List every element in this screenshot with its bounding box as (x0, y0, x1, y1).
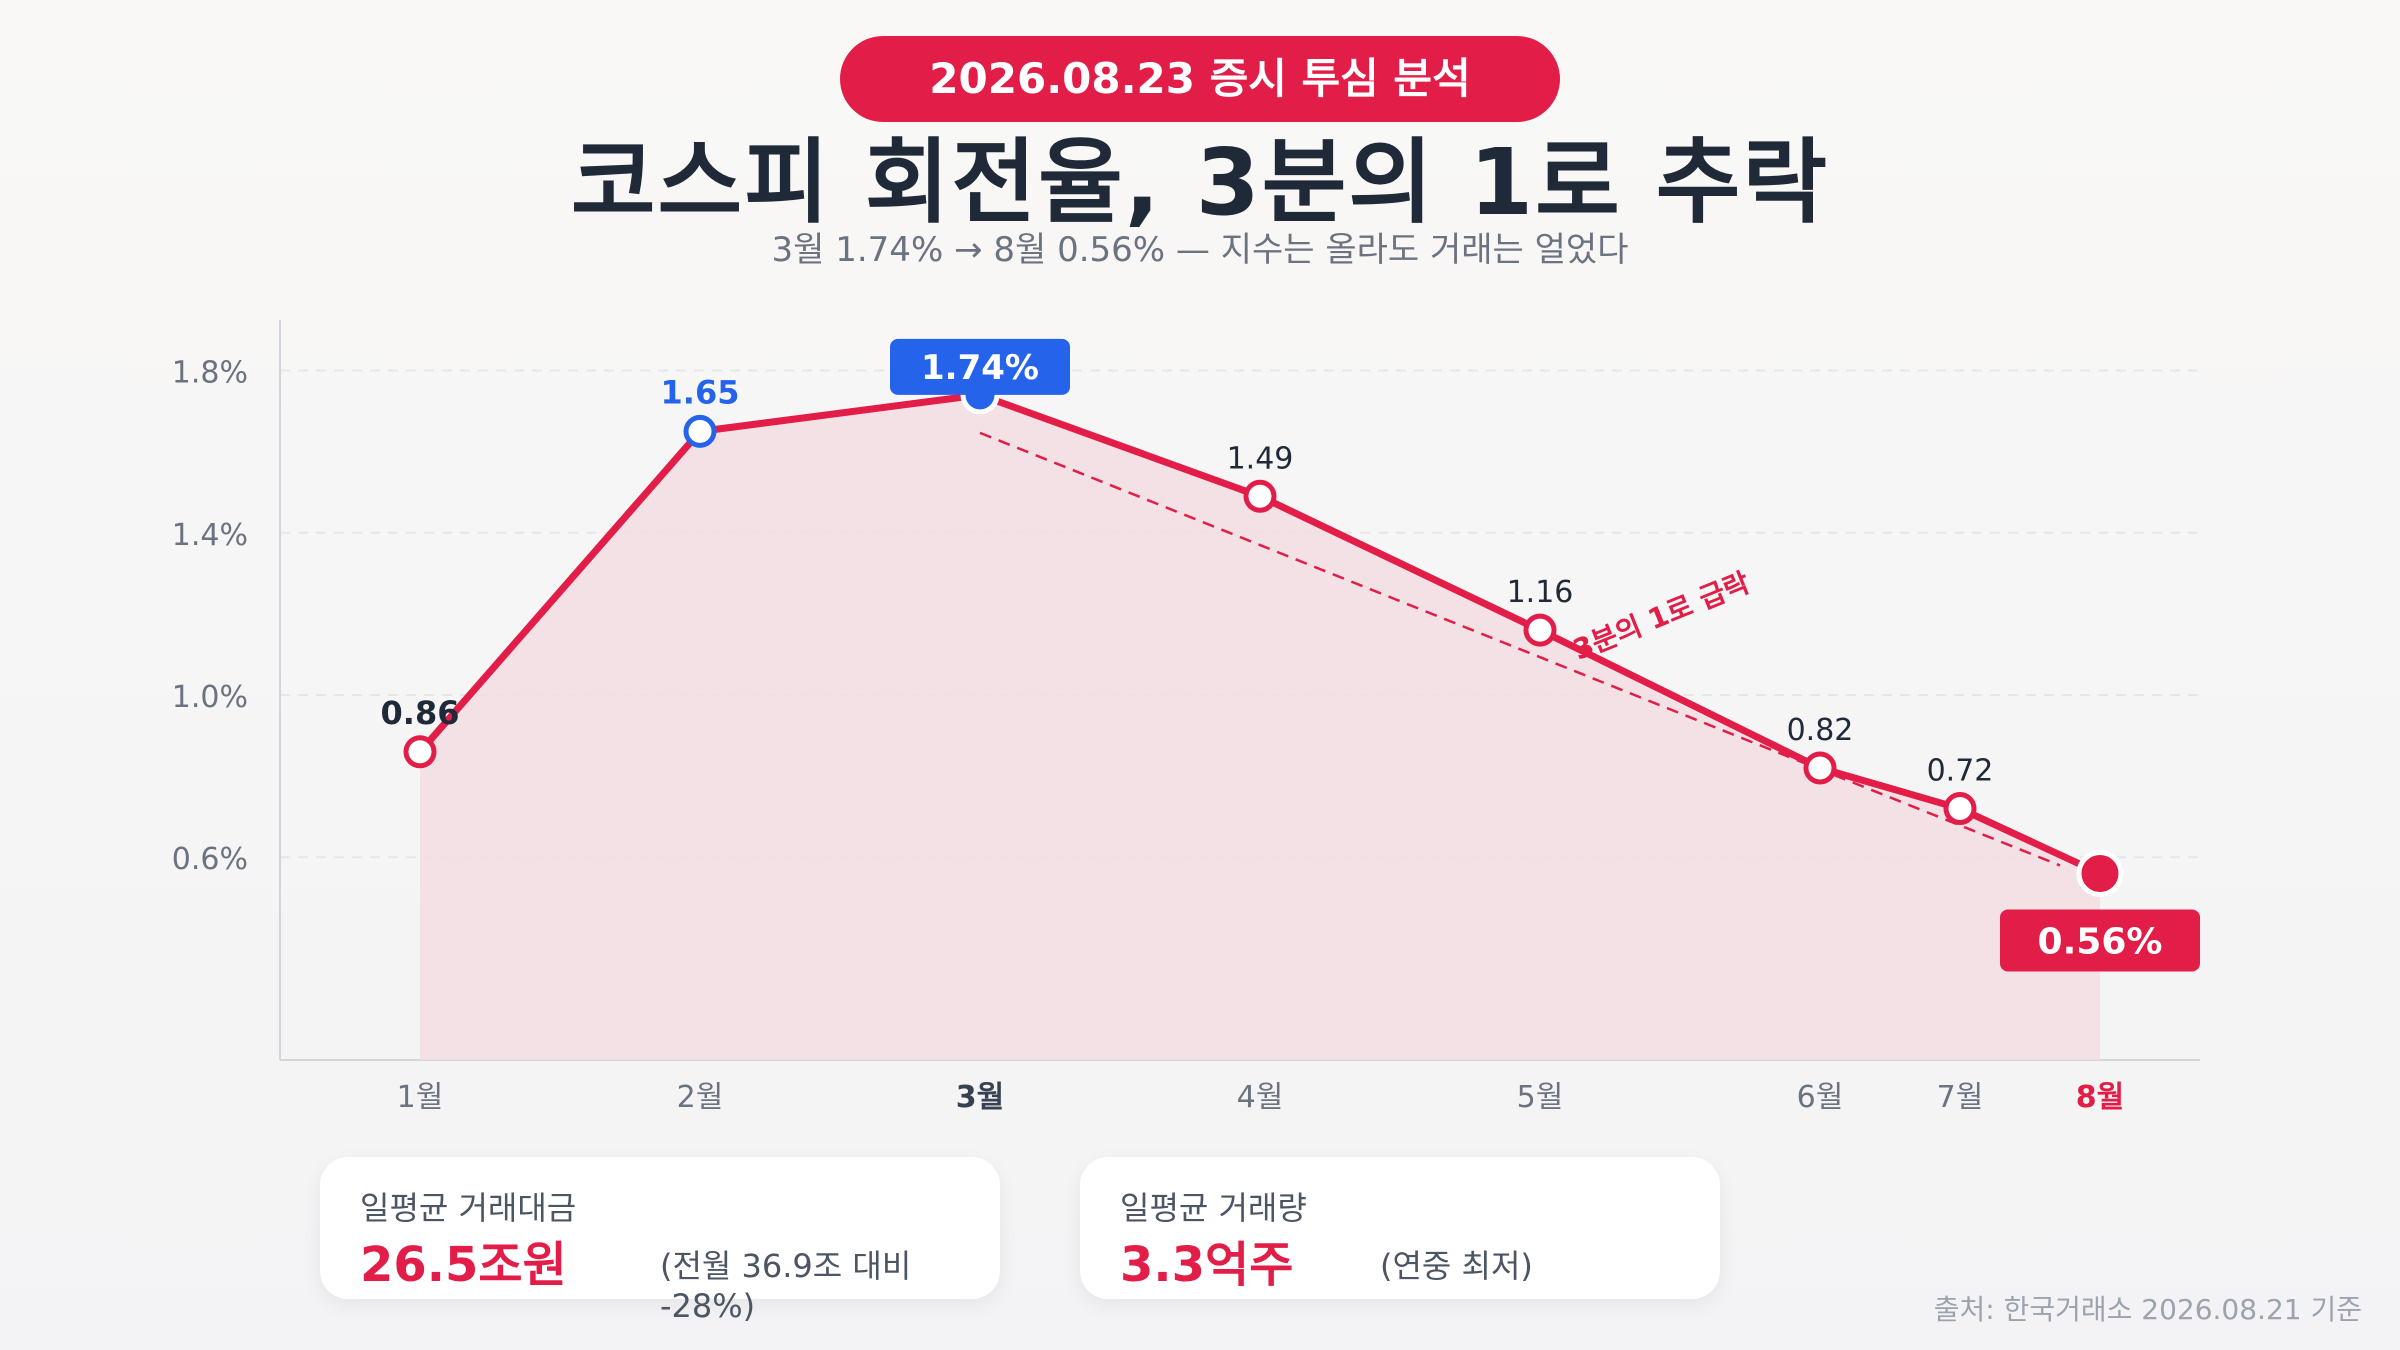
trading-value: 26.5조원 (360, 1237, 567, 1293)
x-tick-label: 7월 (1937, 1080, 1984, 1115)
trading-volume-note: (연중 최저) (1380, 1247, 1533, 1285)
date-badge: 2026.08.23 증시 투심 분석 (840, 36, 1560, 122)
x-tick-label: 2월 (677, 1080, 724, 1115)
x-tick-label: 1월 (397, 1080, 444, 1115)
trend-line (979, 431, 2061, 867)
x-tick-label: 3월 (956, 1080, 1004, 1115)
trading-volume: 3.3억주 (1120, 1237, 1294, 1293)
x-tick-label: 6월 (1797, 1080, 1844, 1115)
data-label: 0.82 (1787, 713, 1854, 748)
data-point (1243, 479, 1277, 513)
y-tick-label: 1.0% (172, 680, 248, 715)
turnover-line-chart: 1.8% 1.4% 1.0% 0.6% 3분의 1로 급락 0.86 1.65 1.74% 1.… (172, 320, 2200, 1115)
data-label: 1.65 (661, 373, 740, 411)
page-title: 코스피 회전율, 3분의 1로 추락 (570, 129, 1830, 236)
page-subtitle: 3월 1.74% → 8월 0.56% — 지수는 올라도 거래는 얼었다 (771, 230, 1629, 270)
trend-annotation: 3분의 1로 급락 (1568, 566, 1754, 667)
trading-value-card: 일평균 거래대금 26.5조원 (전월 36.9조 대비 -28%) (320, 1157, 1000, 1325)
latest-label-box (2000, 909, 2200, 972)
x-tick-label: 4월 (1237, 1080, 1284, 1115)
y-tick-label: 1.8% (172, 356, 248, 391)
data-point (1803, 751, 1837, 785)
data-point (2076, 849, 2124, 897)
area-fill (420, 394, 2100, 1060)
trading-value-label: 일평균 거래대금 (360, 1189, 577, 1227)
peak-label-box (890, 338, 1070, 395)
y-tick-label: 1.4% (172, 518, 248, 553)
data-label: 0.56% (2038, 921, 2163, 962)
y-tick-label: 0.6% (172, 842, 248, 877)
trading-volume-card: 일평균 거래량 3.3억주 (연중 최저) (1080, 1157, 1720, 1299)
data-label: 0.72 (1927, 754, 1994, 789)
x-tick-label: 5월 (1517, 1080, 1564, 1115)
data-point (1523, 613, 1557, 647)
data-point (683, 414, 717, 448)
trading-value-note: (전월 36.9조 대비 -28%) (660, 1247, 912, 1325)
series-line (416, 391, 2104, 877)
data-label: 1.74% (921, 348, 1039, 388)
data-point (1943, 792, 1977, 826)
source-note: 출처: 한국거래소 2026.08.21 기준 (1933, 1293, 2362, 1326)
data-label: 0.86 (381, 694, 460, 732)
x-tick-label: 8월 (2076, 1080, 2124, 1115)
data-label: 1.49 (1227, 441, 1294, 476)
data-point (403, 735, 437, 769)
trading-volume-label: 일평균 거래량 (1120, 1189, 1307, 1227)
data-label: 1.16 (1507, 575, 1574, 610)
